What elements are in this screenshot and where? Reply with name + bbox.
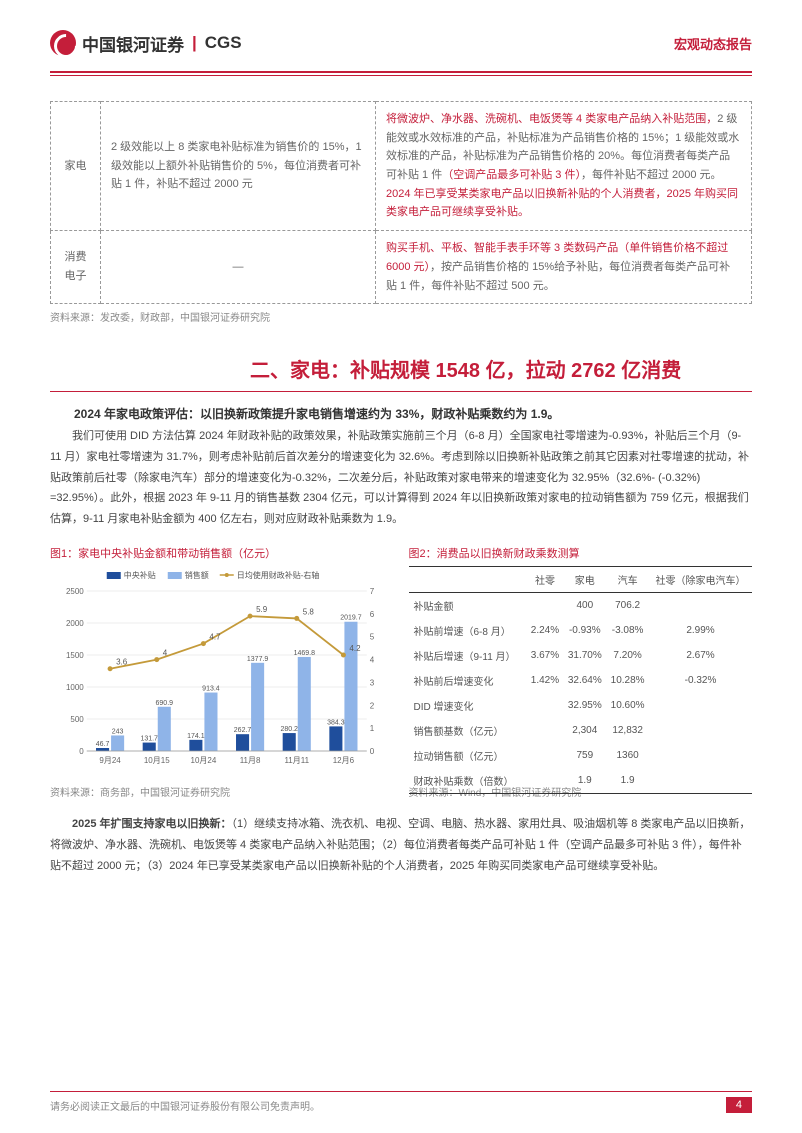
svg-text:3.6: 3.6 [116, 658, 128, 667]
section3-body: 2025 年扩围支持家电以旧换新：（1）继续支持冰箱、洗衣机、电视、空调、电脑、… [50, 814, 752, 877]
svg-text:1377.9: 1377.9 [247, 656, 269, 663]
svg-text:2000: 2000 [66, 619, 84, 628]
svg-text:243: 243 [112, 729, 124, 736]
chart2-title: 图2：消费品以旧换新财政乘数测算 [409, 545, 753, 561]
svg-text:4: 4 [370, 656, 375, 665]
page-footer: 请务必阅读正文最后的中国银河证券股份有限公司免责声明。 4 [50, 1091, 752, 1113]
svg-text:11月8: 11月8 [240, 756, 261, 765]
svg-text:销售额: 销售额 [185, 570, 209, 580]
policy-2025: 将微波炉、净水器、洗碗机、电饭煲等 4 类家电产品纳入补贴范围，2 级能效或水效… [376, 102, 752, 231]
policy-table: 家电 2 级效能以上 8 类家电补贴标准为销售价的 15%，1 级效能以上额外补… [50, 101, 752, 304]
svg-text:1000: 1000 [66, 683, 84, 692]
svg-text:46.7: 46.7 [96, 741, 110, 748]
svg-text:4.7: 4.7 [209, 633, 221, 642]
header-rule-2 [50, 75, 752, 76]
footer-disclaimer: 请务必阅读正文最后的中国银河证券股份有限公司免责声明。 [50, 1098, 320, 1113]
svg-text:0: 0 [79, 747, 84, 756]
chart1-box: 图1：家电中央补贴金额和带动销售额（亿元） 050010001500200025… [50, 545, 394, 776]
svg-text:384.3: 384.3 [327, 720, 345, 727]
svg-text:9月24: 9月24 [99, 756, 121, 765]
section-lead: 2024 年家电政策评估：以旧换新政策提升家电销售增速约为 33%，财政补贴乘数… [50, 404, 752, 426]
policy-category: 家电 [51, 102, 101, 231]
chart1: 0 500 1000 1500 2000 2500 0 1 2 3 4 5 6 7 中央补贴 销售额 日均使用财… [50, 566, 394, 776]
chart1-source: 资料来源：商务部，中国银河证券研究院 [50, 784, 394, 799]
logo-text-en: CGS [205, 33, 242, 53]
svg-text:11月11: 11月11 [284, 756, 309, 765]
page-number: 4 [726, 1097, 752, 1113]
policy-2025: 购买手机、平板、智能手表手环等 3 类数码产品（单件销售价格不超过 6000 元… [376, 231, 752, 304]
footer-rule [50, 1091, 752, 1092]
svg-text:2: 2 [370, 702, 375, 711]
svg-text:10月15: 10月15 [144, 756, 170, 765]
svg-text:131.7: 131.7 [140, 736, 158, 743]
svg-text:1: 1 [370, 724, 375, 733]
svg-text:日均使用财政补贴-右轴: 日均使用财政补贴-右轴 [237, 570, 320, 580]
section-rule [50, 391, 752, 392]
svg-text:12月6: 12月6 [333, 756, 355, 765]
svg-text:1469.8: 1469.8 [294, 650, 316, 657]
policy-2024: — [101, 231, 376, 304]
svg-text:中央补贴: 中央补贴 [124, 570, 156, 580]
svg-text:3: 3 [370, 679, 375, 688]
svg-text:4: 4 [163, 649, 168, 658]
svg-text:7: 7 [370, 587, 375, 596]
section-body: 我们可使用 DID 方法估算 2024 年财政补贴的政策效果，补贴政策实施前三个… [50, 426, 752, 530]
table-row: 家电 2 级效能以上 8 类家电补贴标准为销售价的 15%，1 级效能以上额外补… [51, 102, 752, 231]
svg-text:0: 0 [370, 747, 375, 756]
svg-text:10月24: 10月24 [191, 756, 217, 765]
svg-text:1500: 1500 [66, 651, 84, 660]
logo-divider: | [192, 33, 197, 53]
logo-icon [50, 30, 76, 56]
chart2-box: 图2：消费品以旧换新财政乘数测算 社零家电汽车社零（除家电汽车）补贴金额4007… [409, 545, 753, 776]
svg-text:690.9: 690.9 [156, 700, 174, 707]
header-rule-1 [50, 71, 752, 73]
table-source: 资料来源：发改委，财政部，中国银河证券研究院 [50, 309, 752, 324]
page-header: 中国银河证券 | CGS 宏观动态报告 [50, 30, 752, 56]
chart2-table: 社零家电汽车社零（除家电汽车）补贴金额400706.2补贴前增速（6-8 月）2… [409, 566, 753, 776]
svg-text:6: 6 [370, 610, 375, 619]
svg-text:5.8: 5.8 [303, 608, 315, 617]
chart1-title: 图1：家电中央补贴金额和带动销售额（亿元） [50, 545, 394, 561]
section-title: 二、家电：补贴规模 1548 亿，拉动 2762 亿消费 [50, 354, 752, 383]
table-row: 消费电子 — 购买手机、平板、智能手表手环等 3 类数码产品（单件销售价格不超过… [51, 231, 752, 304]
svg-text:262.7: 262.7 [234, 727, 252, 734]
svg-text:280.2: 280.2 [280, 726, 298, 733]
svg-text:913.4: 913.4 [202, 686, 220, 693]
svg-text:2019.7: 2019.7 [340, 615, 362, 622]
logo-text-cn: 中国银河证券 [82, 31, 184, 56]
svg-text:5: 5 [370, 633, 375, 642]
policy-category: 消费电子 [51, 231, 101, 304]
svg-text:4.2: 4.2 [349, 644, 361, 653]
svg-text:500: 500 [70, 715, 84, 724]
svg-text:5.9: 5.9 [256, 605, 268, 614]
charts-row: 图1：家电中央补贴金额和带动销售额（亿元） 050010001500200025… [50, 545, 752, 776]
svg-text:174.1: 174.1 [187, 733, 205, 740]
logo: 中国银河证券 | CGS [50, 30, 242, 56]
policy-2024: 2 级效能以上 8 类家电补贴标准为销售价的 15%，1 级效能以上额外补贴销售… [101, 102, 376, 231]
svg-text:2500: 2500 [66, 587, 84, 596]
header-category: 宏观动态报告 [674, 34, 752, 53]
